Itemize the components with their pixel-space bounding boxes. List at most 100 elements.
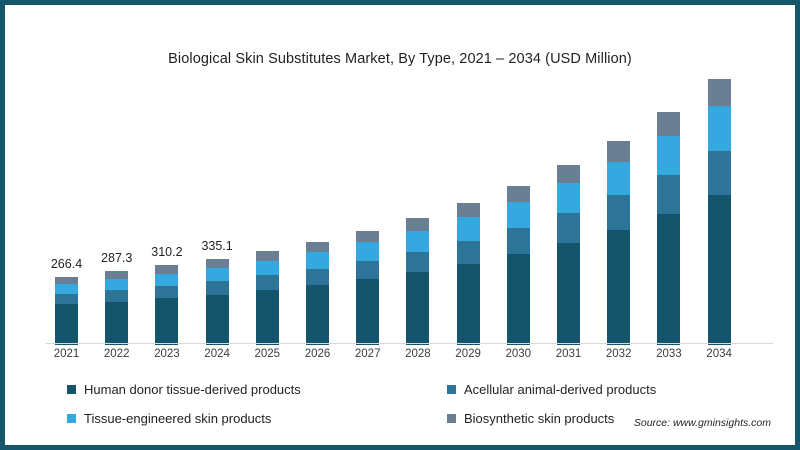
bar-segment xyxy=(55,304,78,345)
x-axis-tick-label: 2023 xyxy=(154,348,180,360)
bar-segment xyxy=(155,285,179,299)
x-axis-tick-label: 2027 xyxy=(354,348,381,360)
x-axis-tick-label: 2024 xyxy=(204,348,230,360)
bar-segment xyxy=(607,161,631,196)
bar-segment xyxy=(456,264,480,345)
x-axis-tick-label: 2034 xyxy=(706,348,732,360)
bar-value-label: 266.4 xyxy=(50,256,83,271)
legend-swatch-icon xyxy=(447,385,456,394)
bar-segment xyxy=(105,278,129,291)
legend-item-biosynthetic-skin-products[interactable]: Biosynthetic skin products xyxy=(447,411,747,426)
bar-segment xyxy=(657,174,681,214)
bar-segment xyxy=(657,135,681,175)
chart-title: Biological Skin Substitutes Market, By T… xyxy=(168,51,632,67)
bar-segment xyxy=(255,250,279,261)
bar-segment xyxy=(406,231,430,252)
bar-value-label: 287.3 xyxy=(101,251,133,266)
bar-segment xyxy=(456,217,480,241)
bar-segment xyxy=(707,195,731,345)
bar-segment xyxy=(657,213,681,345)
bar-segment xyxy=(105,290,129,302)
bar-stack[interactable] xyxy=(607,140,631,345)
bar-segment xyxy=(356,260,380,280)
legend-item-label: Human donor tissue-derived products xyxy=(84,382,301,397)
bar-segment xyxy=(205,267,229,282)
legend-item-human-donor-tissue-derived-products[interactable]: Human donor tissue-derived products xyxy=(67,382,447,397)
bar-segment xyxy=(306,268,329,286)
x-axis-tick-label: 2029 xyxy=(455,348,481,360)
bar-stack[interactable] xyxy=(456,203,480,345)
bar-stack[interactable] xyxy=(406,218,430,345)
legend-swatch-icon xyxy=(67,385,76,394)
bar-segment xyxy=(707,78,731,107)
x-axis-tick-label: 2033 xyxy=(656,348,682,360)
x-axis-tick-label: 2031 xyxy=(555,348,582,360)
bar-segment xyxy=(506,201,530,228)
bar-segment xyxy=(255,260,279,276)
x-axis-tick-label: 2026 xyxy=(304,348,331,360)
bar-segment xyxy=(607,195,631,230)
bar-segment xyxy=(557,164,580,184)
bar-segment xyxy=(356,242,380,261)
bar-segment xyxy=(607,229,631,345)
bar-segment xyxy=(607,140,631,162)
bar-segment xyxy=(105,271,129,279)
legend-swatch-icon xyxy=(67,414,76,423)
bar-stack[interactable] xyxy=(356,230,380,345)
bar-value-label: 310.2 xyxy=(151,245,183,260)
bar-segment xyxy=(356,230,380,243)
bar-segment xyxy=(155,265,179,274)
bar-segment xyxy=(456,203,480,218)
bar-segment xyxy=(205,281,229,295)
legend-row-1: Human donor tissue-derived products Acel… xyxy=(67,375,747,404)
bar-stack[interactable]: 287.3 xyxy=(101,251,132,345)
x-axis-tick-label: 2022 xyxy=(103,348,130,360)
bar-stack[interactable] xyxy=(557,164,580,345)
bar-stack[interactable]: 310.2 xyxy=(151,245,183,345)
legend-item-label: Tissue-engineered skin products xyxy=(84,411,272,426)
bar-segment xyxy=(105,301,129,345)
bar-segment xyxy=(155,298,179,345)
bar-segment xyxy=(506,185,530,202)
x-axis-line xyxy=(45,343,773,344)
bar-segment xyxy=(205,294,229,345)
bar-segment xyxy=(55,293,78,305)
x-axis-tick-label: 2032 xyxy=(605,348,632,360)
bar-segment xyxy=(406,272,430,345)
bar-segment xyxy=(205,259,229,268)
bar-stack[interactable] xyxy=(306,241,329,345)
bar-segment xyxy=(306,241,329,253)
bar-segment xyxy=(255,290,279,345)
legend-item-label: Acellular animal-derived products xyxy=(464,382,657,397)
bar-segment xyxy=(557,183,580,213)
bar-segment xyxy=(707,150,731,196)
legend-item-tissue-engineered-skin-products[interactable]: Tissue-engineered skin products xyxy=(67,411,447,426)
bar-segment xyxy=(155,273,179,286)
bar-stack[interactable] xyxy=(255,250,279,345)
source-attribution: Source: www.gminsights.com xyxy=(633,417,771,429)
x-axis-tick-label: 2025 xyxy=(254,348,281,360)
bar-stack[interactable] xyxy=(657,111,681,345)
bar-segment xyxy=(707,106,731,151)
bar-segment xyxy=(306,252,329,269)
bar-segment xyxy=(406,218,430,232)
bar-stack[interactable]: 266.4 xyxy=(51,257,82,345)
x-axis-tick-label: 2021 xyxy=(53,348,80,360)
x-axis-tick-label: 2028 xyxy=(405,348,431,360)
bar-stack[interactable]: 335.1 xyxy=(201,239,233,345)
bar-stack[interactable] xyxy=(506,185,530,345)
plot-area: 266.4 287.3 310.2 335.1 xyxy=(45,73,773,345)
x-axis-tick-label: 2030 xyxy=(505,348,532,360)
legend-item-acellular-animal-derived-products[interactable]: Acellular animal-derived products xyxy=(447,382,747,397)
bar-segment xyxy=(557,242,580,345)
legend-row-2: Tissue-engineered skin products Biosynth… xyxy=(67,404,747,433)
legend-item-label: Biosynthetic skin products xyxy=(464,411,615,426)
bar-stack[interactable] xyxy=(707,78,731,345)
bar-segment xyxy=(506,228,530,255)
bar-segment xyxy=(306,285,329,345)
bar-segment xyxy=(255,275,279,291)
bar-segment xyxy=(55,283,78,294)
bar-segment xyxy=(55,276,78,284)
legend-swatch-icon xyxy=(447,414,456,423)
